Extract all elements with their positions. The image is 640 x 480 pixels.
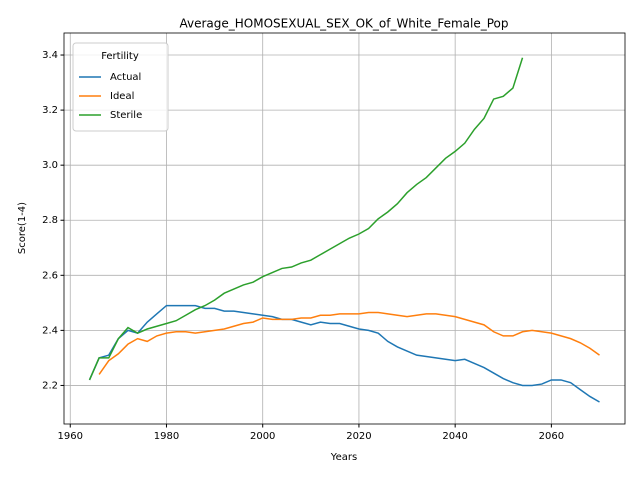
y-tick-label: 3.0 — [42, 160, 58, 171]
y-tick-label: 3.2 — [42, 105, 58, 116]
y-tick-label: 2.8 — [42, 215, 58, 226]
legend-box — [72, 42, 169, 132]
x-tick-label: 1960 — [58, 431, 83, 442]
y-tick-label: 3.4 — [42, 50, 58, 61]
y-tick-label: 2.4 — [42, 325, 58, 336]
legend: Fertility Actual Ideal Sterile — [72, 42, 169, 132]
x-tick-label: 2020 — [346, 431, 371, 442]
line-series — [88, 57, 524, 381]
chart-title: Average_HOMOSEXUAL_SEX_OK_of_White_Femal… — [180, 17, 509, 31]
legend-label: Ideal — [110, 91, 134, 102]
plot-frame — [63, 32, 626, 425]
x-axis-label: Years — [330, 452, 357, 463]
y-tick-label: 2.6 — [42, 270, 58, 281]
x-tick-label: 2040 — [442, 431, 467, 442]
legend-title: Fertility — [101, 51, 139, 62]
legend-label: Sterile — [110, 110, 142, 121]
y-axis-label: Score(1-4) — [17, 202, 28, 254]
y-tick-label: 2.2 — [42, 380, 58, 391]
x-tick-label: 2060 — [539, 431, 564, 442]
line-series — [98, 311, 600, 375]
legend-label: Actual — [110, 72, 141, 83]
line-series — [88, 304, 600, 403]
x-tick-label: 1980 — [154, 431, 179, 442]
x-tick-label: 2000 — [250, 431, 275, 442]
